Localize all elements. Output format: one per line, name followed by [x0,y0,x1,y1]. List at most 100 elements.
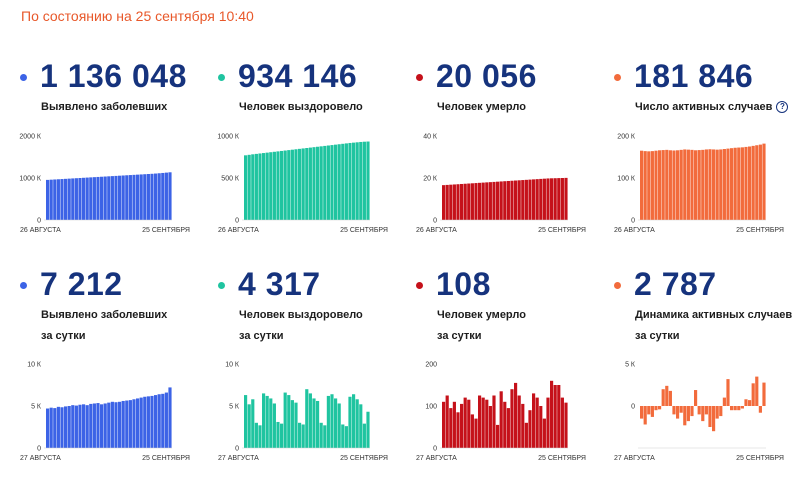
bar [676,150,680,220]
x-end-label: 25 СЕНТЯБРЯ [736,227,784,234]
bar [449,408,453,448]
bar [701,149,705,220]
bar [539,178,543,220]
bar [71,405,75,448]
bar [247,154,251,220]
bar [535,397,539,448]
bar [704,406,708,415]
bar [146,396,150,448]
bar [344,143,348,220]
bar [362,141,366,220]
bar [694,390,698,406]
bar [53,179,57,220]
bar [154,395,158,448]
stat-label: Число активных случаев? [635,101,789,113]
bar [352,394,356,448]
bar [60,179,64,220]
bar [481,182,485,220]
bar [503,181,507,220]
stat-value: 20 056 [436,58,537,94]
bar [470,183,474,220]
bar [658,150,662,220]
mini-bar-chart: 0 5 К 27 АВГУСТА 25 СЕНТЯБРЯ [614,362,784,463]
bar [712,406,716,432]
bar [269,398,273,448]
bar [730,148,734,220]
bar [737,406,741,411]
bar [168,172,172,220]
help-icon[interactable]: ? [776,101,789,113]
bar [524,422,528,448]
bar [341,424,345,448]
stat-card: 20 056 Человек умерло 0 20 К 40 К 26 АВГУСТА 2… [416,58,596,288]
bar [539,406,543,448]
bar [161,172,165,220]
y-tick-label: 5 К [31,404,42,411]
bar [312,147,316,220]
bar [298,422,302,448]
bar [755,145,759,220]
bar [146,174,150,220]
bar [722,149,726,220]
stat-label: Человек умерло [437,101,526,113]
stat-card: 1 136 048 Выявлено заболевших 0 1000 К 2000 … [19,58,200,288]
bar [740,147,744,220]
bar [658,406,662,410]
x-end-label: 25 СЕНТЯБРЯ [538,227,586,234]
bar [668,390,672,406]
bar [499,391,503,448]
bar [730,406,734,411]
bar [125,175,129,220]
bar [506,408,510,448]
bar [679,149,683,220]
bar [708,406,712,427]
stat-value: 1 136 048 [40,58,187,94]
bar [316,146,320,220]
bar [643,406,647,425]
bar [319,146,323,220]
bar [341,143,345,220]
bar [157,394,161,448]
stat-card: 108 Человек умерло за сутки 0 100 200 27 АВГУС… [416,266,596,496]
bar [456,184,460,220]
bar [442,401,446,448]
stat-sublabel: за сутки [239,330,284,342]
bar [89,177,93,220]
x-end-label: 25 СЕНТЯБРЯ [538,455,586,462]
bar [56,406,60,448]
bar [445,184,449,220]
mini-bar-chart: 0 500 К 1000 К 26 АВГУСТА 25 СЕНТЯБРЯ [217,134,388,235]
stat-sublabel: за сутки [437,330,482,342]
bar [85,405,89,448]
bar [686,406,690,422]
bar [751,145,755,220]
bar [496,424,500,448]
stat-label: Выявлено заболевших [41,309,167,321]
x-start-label: 27 АВГУСТА [20,455,61,462]
bar [697,406,701,415]
bar [272,403,276,448]
bar [690,406,694,417]
bar [139,397,143,448]
y-tick-label: 1000 К [19,176,42,183]
x-end-label: 25 СЕНТЯБРЯ [340,455,388,462]
bar [121,175,125,220]
stat-card: 934 146 Человек выздоровело 0 500 К 1000 К 26… [217,58,398,288]
y-tick-label: 10 К [27,362,42,369]
bar [560,397,564,448]
series-dot [218,74,225,81]
stat-card: 4 317 Человек выздоровело за сутки 0 5 К 10 К… [218,266,398,496]
stat-card: 2 787 Динамика активных случаев за сутки 0 5… [614,266,794,496]
stat-label: Человек выздоровело [239,101,363,113]
bar [114,402,118,448]
bar [305,389,309,448]
bar [481,397,485,448]
x-start-label: 27 АВГУСТА [416,455,457,462]
bar [46,408,50,448]
y-tick-label: 0 [37,218,41,225]
bar [64,406,68,448]
bar [121,400,125,448]
bar [751,383,755,406]
bar [517,180,521,220]
y-tick-label: 1000 К [217,134,240,141]
